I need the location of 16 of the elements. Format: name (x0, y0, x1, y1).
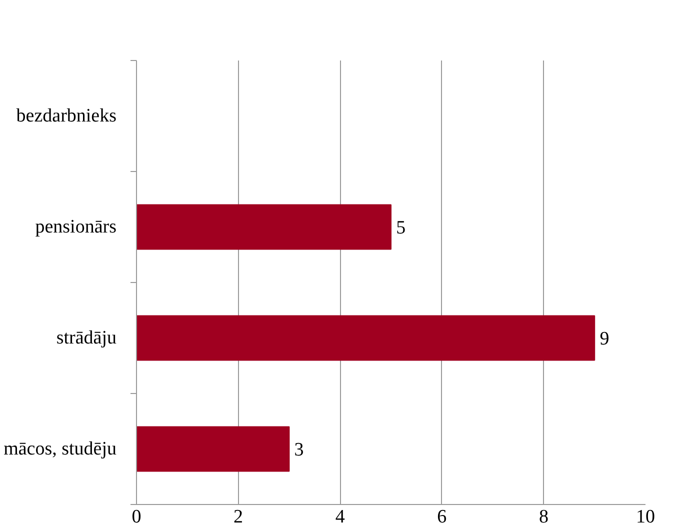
y-tick-label: mācos, studēju (4, 438, 117, 460)
data-label: 3 (294, 440, 304, 460)
data-label: 9 (600, 328, 610, 350)
x-tick-label: 8 (538, 506, 548, 528)
data-label: 5 (396, 218, 406, 238)
y-tick-label: strādāju (56, 328, 117, 348)
x-tick-label: 10 (636, 506, 655, 528)
y-tick-label: bezdarbnieks (16, 106, 116, 126)
x-tick-label: 4 (335, 506, 346, 528)
bar (136, 315, 596, 361)
x-tick-label: 6 (437, 506, 447, 528)
bar (136, 204, 392, 250)
x-tick-label: 2 (234, 506, 244, 528)
x-tick-label: 0 (132, 506, 142, 528)
y-tick-label: pensionārs (35, 216, 117, 238)
bar (136, 426, 290, 472)
